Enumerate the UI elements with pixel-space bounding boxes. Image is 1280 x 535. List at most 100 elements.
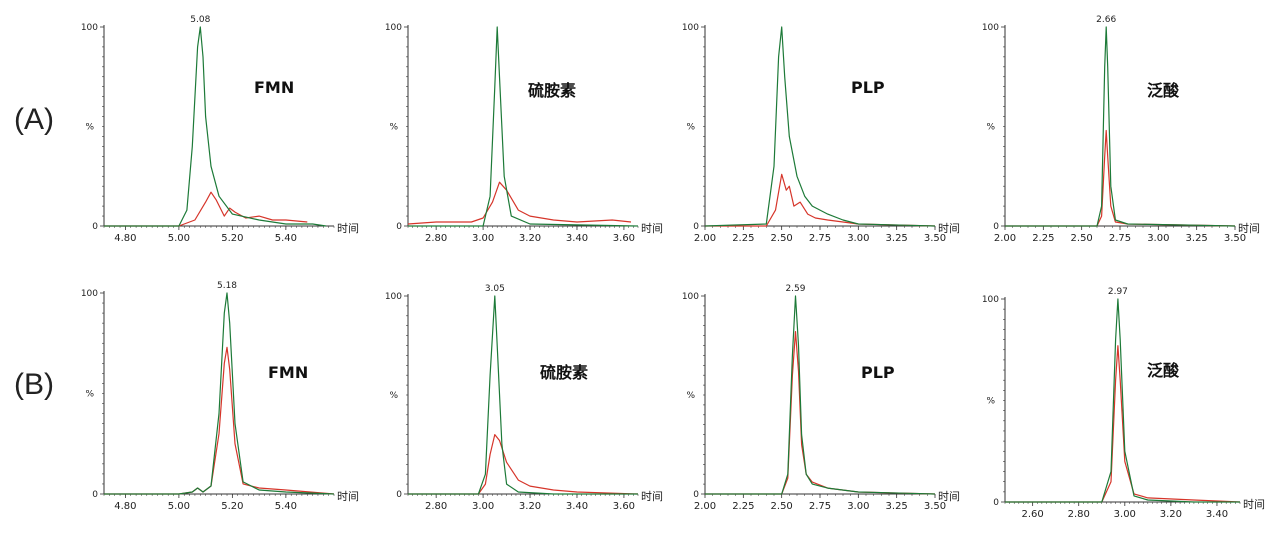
series-line-red [408,434,639,495]
x-tick-label: 5.40 [275,501,297,512]
x-tick-label: 2.25 [732,501,754,512]
x-tick-label: 2.50 [771,233,793,244]
x-tick-label: 3.50 [1224,233,1246,244]
x-tick-label: 3.25 [886,233,908,244]
x-axis-label: 时间 [337,490,359,503]
x-tick-label: 3.50 [924,501,946,512]
x-tick-label: 4.80 [114,501,136,512]
compound-label: PLP [851,78,885,97]
x-axis-label: 时间 [1243,498,1265,511]
series-line-red [705,331,936,495]
y-tick-label: 0 [92,222,98,232]
x-tick-label: 3.25 [1186,233,1208,244]
y-tick-label: 0 [693,490,699,500]
y-tick-label: 0 [396,222,402,232]
series-line-green [104,26,327,227]
peak-label: 5.18 [217,281,237,291]
y-axis-label: % [389,391,398,401]
x-axis-label: 时间 [938,490,960,503]
compound-label: PLP [861,363,895,382]
series-line-green [1005,26,1236,227]
x-tick-label: 5.20 [221,501,243,512]
x-tick-label: 5.20 [221,233,243,244]
x-tick-label: 5.40 [275,233,297,244]
x-tick-label: 3.00 [1114,509,1136,520]
series-line-green [408,26,639,227]
x-tick-label: 3.60 [613,233,635,244]
x-axis-label: 时间 [938,222,960,235]
x-tick-label: 2.25 [1032,233,1054,244]
y-tick-label: 100 [81,289,98,299]
x-tick-label: 2.75 [1109,233,1131,244]
series-line-red [407,181,632,225]
y-axis-label: % [389,123,398,133]
y-axis-label: % [85,123,94,133]
compound-label: 硫胺素 [540,363,588,382]
x-tick-label: 3.00 [472,501,494,512]
x-tick-label: 2.50 [1071,233,1093,244]
peak-label: 2.59 [785,284,805,294]
y-axis-label: % [85,390,94,400]
x-tick-label: 2.75 [809,501,831,512]
x-axis-label: 时间 [641,222,663,235]
x-tick-label: 3.25 [886,501,908,512]
x-tick-label: 3.00 [472,233,494,244]
y-axis-label: % [986,123,995,133]
x-axis-label: 时间 [641,490,663,503]
y-tick-label: 0 [693,222,699,232]
y-tick-label: 0 [993,498,999,508]
x-tick-label: 2.00 [694,233,716,244]
series-line-green [704,26,936,227]
peak-label: 5.08 [190,15,210,25]
peak-label: 3.05 [485,284,505,294]
series-line-red [705,173,936,227]
y-tick-label: 100 [81,23,98,33]
x-tick-label: 4.80 [114,233,136,244]
x-tick-label: 2.80 [1068,509,1090,520]
x-tick-label: 2.25 [732,233,754,244]
y-tick-label: 0 [993,222,999,232]
y-tick-label: 0 [396,490,402,500]
series-line-red [1005,129,1236,227]
x-axis-label: 时间 [1238,222,1260,235]
x-tick-label: 2.80 [425,233,447,244]
x-tick-label: 2.75 [809,233,831,244]
series-line-green [104,292,335,495]
x-tick-label: 2.50 [771,501,793,512]
peak-label: 2.97 [1108,287,1128,297]
y-axis-label: % [686,123,695,133]
series-line-red [1005,345,1241,503]
x-tick-label: 2.60 [1022,509,1044,520]
compound-label: 泛酸 [1147,361,1180,380]
compound-label: FMN [254,78,294,97]
compound-label: 硫胺素 [528,81,576,100]
compound-label: FMN [268,363,308,382]
series-line-green [408,295,638,495]
x-tick-label: 3.20 [519,501,541,512]
series-line-green [705,295,936,495]
x-tick-label: 3.40 [1206,509,1228,520]
y-axis-label: % [986,397,995,407]
chart-panel: 0 100% 2.80 3.00 3.20 3.40 3.60 时间 3.05 硫胺素 [385,284,663,512]
x-tick-label: 3.00 [847,501,869,512]
y-tick-label: 100 [982,295,999,305]
y-tick-label: 100 [982,23,999,33]
chart-panel: 0 100% 2.60 2.80 3.00 3.20 3.40 时间 2.97 泛酸 [982,287,1265,520]
x-tick-label: 2.80 [425,501,447,512]
y-tick-label: 100 [385,23,402,33]
row-label-b: (B) [14,368,54,401]
x-tick-label: 3.40 [566,501,588,512]
x-tick-label: 3.60 [613,501,635,512]
series-line-green [1005,298,1240,503]
chart-panel: 0 100% 2.80 3.00 3.20 3.40 3.60 时间 硫胺素 [385,23,663,244]
chart-panel: 0 100% 4.80 5.00 5.20 5.40 时间 5.08 FMN [81,15,359,244]
y-tick-label: 0 [92,490,98,500]
x-tick-label: 3.00 [847,233,869,244]
x-tick-label: 5.00 [168,233,190,244]
row-label-a: (A) [14,103,54,136]
x-tick-label: 5.00 [168,501,190,512]
chart-panel: 0 100% 4.80 5.00 5.20 5.40 时间 5.18 FMN [81,281,359,512]
x-tick-label: 3.00 [1147,233,1169,244]
